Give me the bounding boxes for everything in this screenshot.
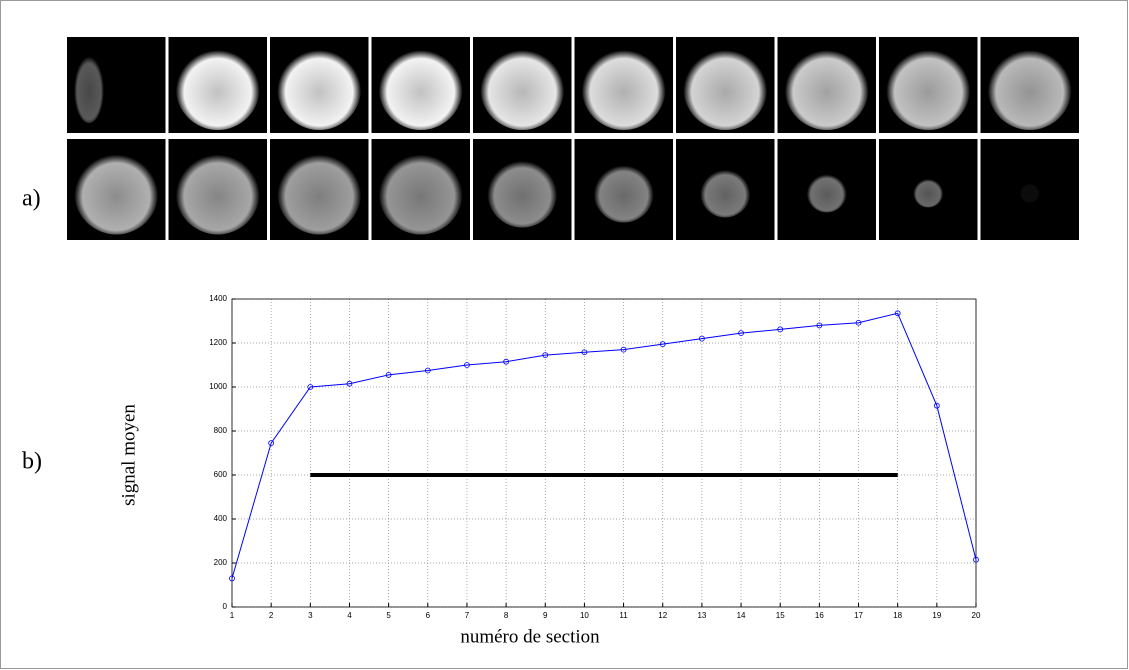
data-point	[581, 349, 588, 356]
y-tick-label: 200	[214, 558, 228, 567]
x-tick-label: 9	[543, 611, 548, 620]
x-tick-label: 18	[893, 611, 902, 620]
data-point	[698, 335, 705, 342]
data-point	[229, 575, 235, 582]
data-point	[346, 380, 353, 387]
tile-blob	[700, 167, 751, 218]
image-tiles	[67, 37, 1079, 240]
x-tick-label: 14	[737, 611, 746, 620]
x-tick-label: 17	[854, 611, 863, 620]
tile-blob	[593, 162, 654, 223]
y-tick-label: 1400	[209, 294, 227, 303]
x-tick-label: 10	[580, 611, 589, 620]
x-tick-label: 6	[426, 611, 431, 620]
x-tick-label: 12	[658, 611, 667, 620]
data-point	[620, 346, 627, 353]
x-tick-label: 3	[308, 611, 313, 620]
x-tick-label: 5	[386, 611, 391, 620]
x-tick-label: 19	[932, 611, 941, 620]
data-point	[894, 310, 901, 317]
data-point	[542, 352, 549, 359]
tile-blob	[74, 53, 104, 123]
x-tick-label: 13	[697, 611, 706, 620]
data-point	[777, 326, 784, 333]
data-point	[503, 358, 510, 365]
tile-blob	[581, 46, 666, 130]
tile-blob	[480, 46, 565, 130]
tile-blob	[913, 177, 944, 208]
tile-blob	[74, 150, 159, 235]
y-tick-label: 0	[223, 602, 228, 611]
data-point	[933, 402, 940, 409]
tile-blob	[1019, 182, 1040, 203]
tile-blob	[886, 46, 971, 130]
y-tick-label: 400	[214, 514, 228, 523]
x-tick-label: 8	[504, 611, 509, 620]
tile-blob	[277, 150, 362, 235]
tile-blob	[378, 150, 463, 235]
tile-blob	[378, 46, 463, 130]
tile-blob	[277, 46, 362, 130]
tile-blob	[487, 157, 558, 228]
data-point	[816, 322, 823, 329]
x-tick-label: 2	[269, 611, 274, 620]
tile-blob	[683, 46, 768, 130]
data-point	[268, 440, 275, 447]
data-point	[659, 341, 666, 348]
panel-label: a)	[22, 186, 41, 212]
plot-area	[232, 299, 976, 607]
y-tick-label: 1000	[209, 382, 227, 391]
tile-blob	[987, 46, 1072, 130]
x-axis-label: numéro de section	[460, 626, 600, 647]
y-tick-label: 800	[214, 426, 228, 435]
y-axis-label: signal moyen	[118, 404, 139, 506]
data-point	[738, 330, 744, 337]
data-line	[231, 312, 977, 579]
y-tick-label: 600	[214, 470, 228, 479]
x-tick-label: 20	[972, 611, 981, 620]
data-point	[855, 319, 862, 326]
data-point	[973, 556, 979, 563]
tile-blob	[806, 172, 847, 213]
panel-label: b)	[22, 449, 42, 475]
x-tick-label: 11	[619, 611, 628, 620]
x-tick-label: 16	[815, 611, 824, 620]
data-point	[385, 371, 392, 378]
data-point	[464, 362, 470, 368]
x-tick-label: 1	[230, 611, 235, 620]
plot-frame	[231, 298, 977, 608]
tile-blob	[175, 150, 260, 235]
tile-blob	[784, 46, 869, 130]
x-tick-label: 15	[776, 611, 785, 620]
y-tick-label: 1200	[209, 338, 227, 347]
x-tick-label: 4	[347, 611, 352, 620]
tile-blob	[175, 46, 260, 130]
data-point	[424, 367, 431, 374]
x-tick-label: 7	[465, 611, 470, 620]
data-point	[307, 384, 314, 390]
